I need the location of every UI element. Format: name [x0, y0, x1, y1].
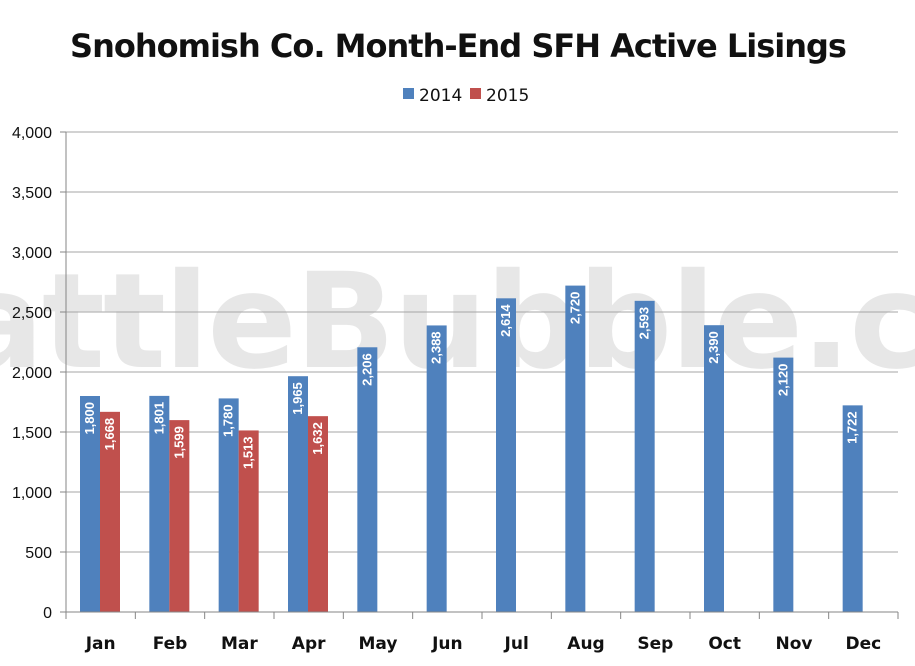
x-tick-label: Jul: [504, 634, 529, 654]
data-label: 1,801: [151, 402, 166, 435]
bar-2014-aug: [565, 285, 586, 612]
data-label: 1,965: [290, 382, 305, 415]
data-label: 2,720: [567, 292, 582, 325]
y-axis-ticks: 0 500 1,000 1,500 2,000 2,500 3,000 3,500 4,000: [12, 125, 66, 622]
data-label: 1,632: [310, 422, 325, 455]
data-label: 1,780: [221, 404, 236, 437]
y-tick-label: 4,000: [12, 125, 52, 142]
bar-2015-feb: [169, 420, 190, 612]
data-label: 1,599: [171, 426, 186, 459]
bar-2014-feb: [149, 395, 170, 612]
x-tick-label: Nov: [776, 634, 813, 654]
y-tick-label: 1,500: [12, 425, 52, 442]
legend-swatch-2015: [470, 88, 481, 99]
bar-2015-jan: [100, 411, 120, 612]
y-tick-label: 3,500: [12, 185, 52, 202]
x-tick-label: Sep: [637, 634, 673, 654]
bar-2014-jan: [80, 396, 100, 612]
bar-2014-mar: [218, 398, 239, 612]
bar-2014-dec: [842, 405, 863, 612]
y-tick-label: 2,000: [12, 365, 52, 382]
legend: 2014 2015: [403, 86, 529, 106]
chart-title: Snohomish Co. Month-End SFH Active Lisin…: [70, 27, 846, 65]
x-tick-label: Apr: [292, 634, 326, 654]
y-tick-label: 500: [25, 545, 52, 562]
bar-2014-apr: [288, 376, 308, 612]
data-label: 1,668: [102, 418, 117, 451]
bars: [80, 285, 863, 612]
y-tick-label: 3,000: [12, 245, 52, 262]
x-tick-label: Dec: [845, 634, 881, 654]
data-label: 2,593: [637, 307, 652, 340]
bar-2014-oct: [704, 325, 724, 612]
legend-swatch-2014: [403, 88, 414, 99]
bar-2014-jun: [426, 325, 447, 612]
data-label: 2,120: [775, 364, 790, 397]
data-label: 2,206: [359, 353, 374, 386]
data-label: 2,390: [706, 331, 721, 364]
legend-label-2014: 2014: [419, 86, 462, 106]
y-tick-label: 1,000: [12, 485, 52, 502]
data-label: 1,513: [241, 436, 256, 469]
data-label: 2,388: [429, 331, 444, 364]
data-label: 1,800: [82, 402, 97, 435]
y-tick-label: 0: [43, 605, 52, 622]
x-tick-label: Oct: [708, 634, 741, 654]
watermark: SeattleBubble.com: [0, 245, 915, 399]
bar-2014-nov: [773, 357, 794, 612]
x-tick-label: Jan: [85, 634, 116, 654]
y-tick-label: 2,500: [12, 305, 52, 322]
data-labels: 1,800 1,801 1,780 1,965 2,206 2,388 2,614 2,720…: [82, 292, 860, 469]
x-tick-label: Jun: [431, 634, 463, 654]
data-label: 2,614: [498, 304, 513, 337]
bar-2014-may: [357, 347, 378, 612]
data-label: 1,722: [845, 411, 860, 444]
x-axis: Jan Feb Mar Apr May Jun Jul Aug Sep Oct Nov Dec: [65, 132, 899, 654]
legend-label-2015: 2015: [486, 86, 529, 106]
x-tick-label: Mar: [221, 634, 258, 654]
x-tick-label: Feb: [153, 634, 188, 654]
bar-2015-mar: [238, 430, 259, 612]
bar-2015-apr: [308, 416, 328, 612]
bar-2014-jul: [496, 298, 516, 612]
x-tick-label: Aug: [567, 634, 604, 654]
x-tick-label: May: [359, 634, 398, 654]
bar-2014-sep: [634, 300, 655, 612]
gridlines: [66, 131, 898, 613]
